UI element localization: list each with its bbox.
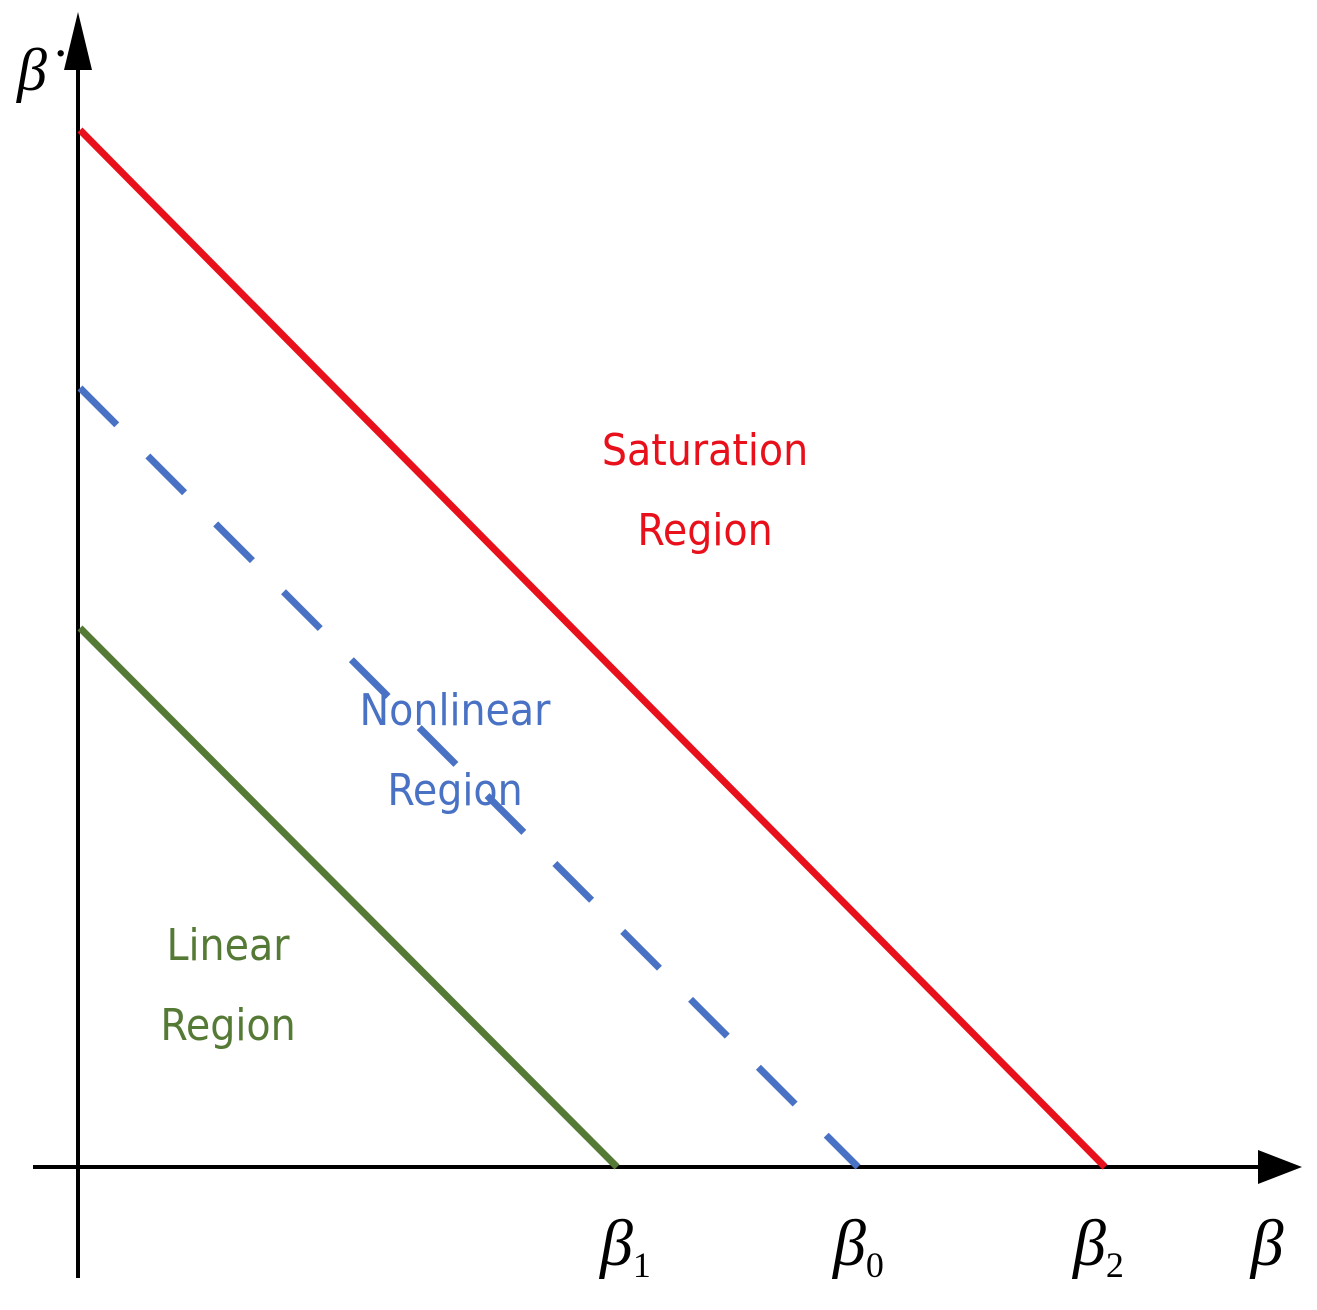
- linear-boundary: [77, 625, 620, 1170]
- x-axis-label: β: [1249, 1207, 1284, 1280]
- symbol: β: [598, 1207, 633, 1280]
- y-axis-label: β̇: [16, 37, 64, 103]
- intercept-label: β0: [831, 1207, 884, 1285]
- region-label: Region: [160, 1000, 295, 1051]
- symbol: β: [831, 1207, 866, 1280]
- region-label: Nonlinear: [360, 685, 552, 736]
- intercept-label: β2: [1071, 1207, 1124, 1285]
- y-arrow: [64, 12, 92, 70]
- region-label: Region: [387, 765, 522, 816]
- subscript: 2: [1106, 1245, 1124, 1285]
- region-label: Region: [637, 505, 772, 556]
- x-arrow: [1258, 1150, 1302, 1184]
- subscript: 1: [633, 1245, 651, 1285]
- region-label: Saturation: [602, 425, 808, 476]
- symbol: β: [1071, 1207, 1106, 1280]
- intercept-label: β1: [598, 1207, 651, 1285]
- subscript: 0: [866, 1245, 884, 1285]
- saturation-boundary: [77, 127, 1108, 1170]
- region-label: Linear: [166, 920, 290, 971]
